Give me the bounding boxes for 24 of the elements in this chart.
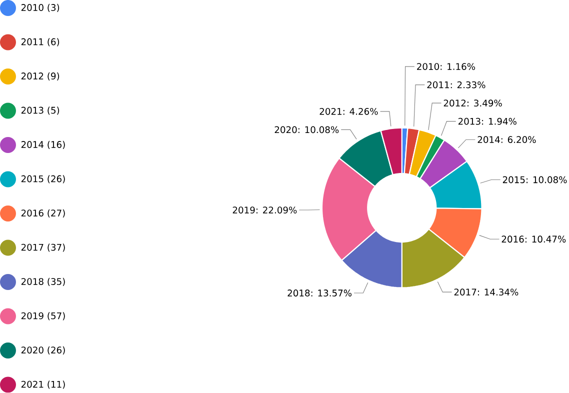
legend-label: 2019 (57) xyxy=(21,312,65,320)
data-label: 2019: 22.09% xyxy=(232,206,297,214)
legend-label: 2014 (16) xyxy=(21,141,65,150)
legend-label: 2011 (6) xyxy=(21,38,60,46)
data-label: 2014: 6.20% xyxy=(478,136,536,144)
legend-label: 2010 (3) xyxy=(21,4,60,12)
legend-label: 2016 (27) xyxy=(21,210,65,218)
data-label: 2021: 4.26% xyxy=(320,108,378,115)
data-label: 2013: 1.94% xyxy=(458,118,516,125)
data-label: 2010: 1.16% xyxy=(417,63,476,70)
data-label: 2015: 10.08% xyxy=(502,176,567,184)
data-label: 2018: 13.57% xyxy=(288,290,352,297)
legend-label: 2021 (11) xyxy=(21,380,65,389)
data-label: 2016: 10.47% xyxy=(502,236,566,243)
data-label: 2020: 10.08% xyxy=(274,126,339,134)
data-label: 2012: 3.49% xyxy=(444,100,502,107)
data-label: 2011: 2.33% xyxy=(427,81,486,88)
legend-label: 2012 (9) xyxy=(21,72,60,81)
data-label: 2017: 14.34% xyxy=(454,288,518,296)
legend-label: 2018 (35) xyxy=(21,278,65,286)
legend-label: 2017 (37) xyxy=(21,244,65,252)
legend-label: 2015 (26) xyxy=(21,175,65,184)
legend-label: 2020 (26) xyxy=(21,346,65,355)
legend-label: 2013 (5) xyxy=(21,106,60,115)
